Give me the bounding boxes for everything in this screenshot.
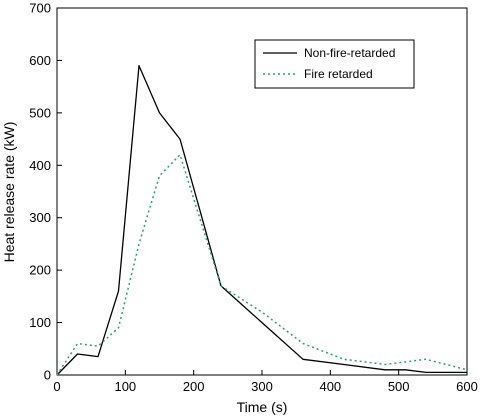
- x-tick-label: 500: [388, 379, 410, 394]
- y-tick-label: 100: [29, 315, 51, 330]
- legend: Non-fire-retarded Fire retarded: [254, 39, 415, 89]
- x-tick-label: 300: [251, 379, 273, 394]
- series-layer: [56, 65, 468, 376]
- x-tick-label: 100: [114, 379, 136, 394]
- legend-label-fire-retarded: Fire retarded: [304, 67, 373, 81]
- x-tick-label: 200: [183, 379, 205, 394]
- y-tick-label: 200: [29, 263, 51, 278]
- y-axis-label: Heat release rate (kW): [1, 122, 17, 263]
- y-tick-label: 0: [44, 368, 51, 383]
- y-tick-label: 600: [29, 53, 51, 68]
- y-tick-label: 300: [29, 210, 51, 225]
- y-tick-label: 700: [29, 1, 51, 16]
- x-tick-label: 0: [53, 379, 60, 394]
- x-tick-label: 600: [456, 379, 478, 394]
- legend-box: [254, 39, 415, 89]
- y-tick-label: 500: [29, 105, 51, 120]
- axis-ticks: 0 100 200 300 400 500 600 0 100 200 300 400 500 600 70…: [29, 1, 478, 395]
- y-tick-label: 400: [29, 158, 51, 173]
- legend-label-non-fire-retarded: Non-fire-retarded: [304, 46, 395, 60]
- x-axis-label: Time (s): [237, 399, 288, 415]
- x-tick-label: 400: [319, 379, 341, 394]
- series-line-fire-retarded: [56, 154, 468, 376]
